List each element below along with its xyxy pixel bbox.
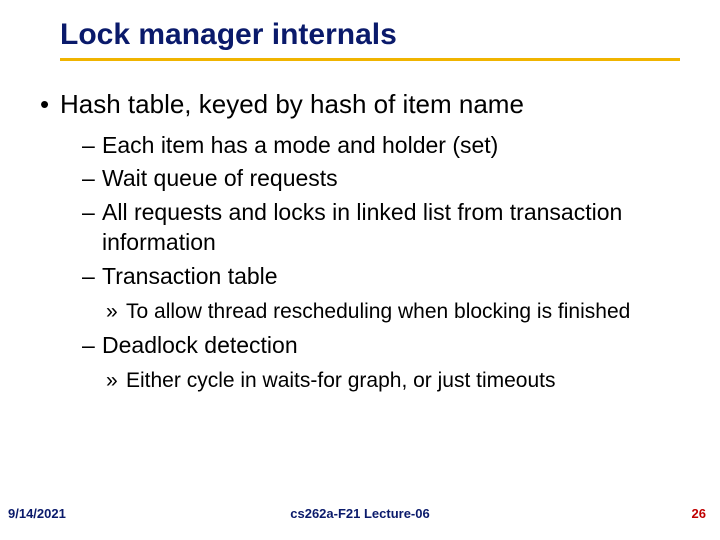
bullet-level1: • Hash table, keyed by hash of item name [40,88,680,121]
bullet-dot: • [40,88,60,121]
bullet-text: Wait queue of requests [102,164,338,194]
bullet-level2: – All requests and locks in linked list … [82,198,680,258]
bullet-level2: – Wait queue of requests [82,164,680,194]
bullet-text: All requests and locks in linked list fr… [102,198,680,258]
bullet-text: Hash table, keyed by hash of item name [60,88,524,121]
bullet-level2: – Each item has a mode and holder (set) [82,131,680,161]
raquo-icon: » [106,298,126,325]
raquo-icon: » [106,367,126,394]
slide-title: Lock manager internals [60,18,680,52]
footer: 9/14/2021 cs262a-F21 Lecture-06 26 [0,506,720,526]
title-underline [60,58,680,61]
dash-icon: – [82,131,102,161]
footer-course: cs262a-F21 Lecture-06 [0,506,720,521]
title-block: Lock manager internals [60,18,680,61]
bullet-text: Transaction table [102,262,278,292]
bullet-level3: » To allow thread rescheduling when bloc… [106,298,680,325]
bullet-level2: – Transaction table [82,262,680,292]
dash-icon: – [82,198,102,258]
bullet-text: Either cycle in waits-for graph, or just… [126,367,556,394]
bullet-level2: – Deadlock detection [82,331,680,361]
dash-icon: – [82,164,102,194]
bullet-text: Each item has a mode and holder (set) [102,131,498,161]
dash-icon: – [82,262,102,292]
bullet-text: To allow thread rescheduling when blocki… [126,298,630,325]
slide: Lock manager internals • Hash table, key… [0,0,720,540]
footer-page-number: 26 [692,506,706,521]
bullet-text: Deadlock detection [102,331,298,361]
bullet-level3: » Either cycle in waits-for graph, or ju… [106,367,680,394]
dash-icon: – [82,331,102,361]
content-area: • Hash table, keyed by hash of item name… [40,88,680,398]
